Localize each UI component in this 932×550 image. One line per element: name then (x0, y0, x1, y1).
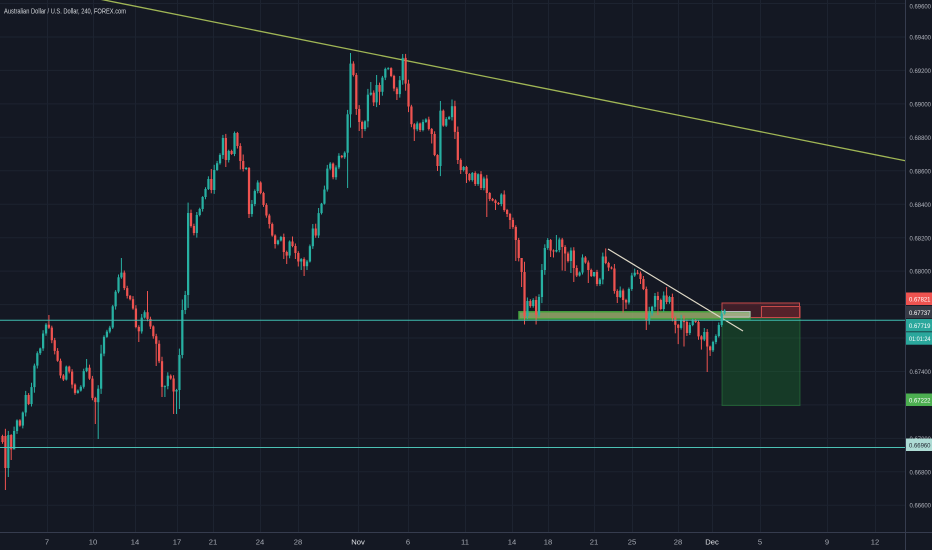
svg-text:0.67400: 0.67400 (910, 369, 932, 376)
svg-text:14: 14 (131, 538, 139, 547)
svg-text:0.68800: 0.68800 (910, 135, 932, 142)
svg-text:7: 7 (45, 538, 49, 547)
svg-text:0.67222: 0.67222 (909, 398, 931, 405)
svg-text:Australian Dollar / U.S. Dolla: Australian Dollar / U.S. Dollar, 240, FO… (4, 7, 126, 16)
svg-text:0.68200: 0.68200 (910, 235, 932, 242)
svg-text:10: 10 (89, 538, 97, 547)
svg-text:9: 9 (825, 538, 829, 547)
svg-text:21: 21 (209, 538, 217, 547)
svg-text:28: 28 (294, 538, 302, 547)
svg-text:0.66800: 0.66800 (910, 469, 932, 476)
svg-text:0.69200: 0.69200 (910, 68, 932, 75)
svg-text:0.66960: 0.66960 (909, 443, 931, 450)
svg-text:25: 25 (628, 538, 636, 547)
svg-text:17: 17 (173, 538, 181, 547)
svg-text:01:01:24: 01:01:24 (909, 336, 931, 343)
svg-text:0.69600: 0.69600 (910, 4, 932, 11)
svg-text:0.67737: 0.67737 (909, 310, 931, 317)
svg-text:0.68600: 0.68600 (910, 168, 932, 175)
svg-text:Dec: Dec (705, 538, 719, 547)
svg-text:11: 11 (461, 538, 469, 547)
svg-text:24: 24 (256, 538, 264, 547)
svg-text:6: 6 (406, 538, 410, 547)
svg-text:0.68400: 0.68400 (910, 202, 932, 209)
svg-text:0.69000: 0.69000 (910, 102, 932, 109)
svg-text:12: 12 (871, 538, 879, 547)
svg-text:21: 21 (590, 538, 598, 547)
svg-text:5: 5 (758, 538, 762, 547)
svg-text:0.67821: 0.67821 (909, 297, 931, 304)
svg-text:Nov: Nov (351, 538, 365, 547)
svg-text:0.69400: 0.69400 (910, 35, 932, 42)
svg-text:0.66600: 0.66600 (910, 503, 932, 510)
svg-text:14: 14 (508, 538, 516, 547)
svg-text:18: 18 (544, 538, 552, 547)
svg-text:0.67719: 0.67719 (909, 323, 931, 330)
svg-text:28: 28 (674, 538, 682, 547)
svg-text:0.68000: 0.68000 (910, 269, 932, 276)
